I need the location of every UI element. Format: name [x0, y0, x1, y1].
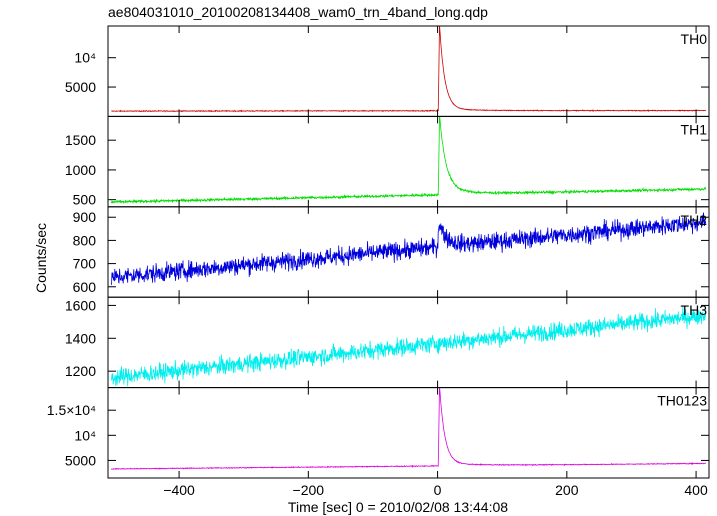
y-tick-label: 1500 — [65, 132, 96, 148]
y-tick-label: 10⁴ — [74, 427, 96, 443]
y-tick-label: 800 — [73, 232, 97, 248]
y-axis-label: Counts/sec — [33, 223, 49, 293]
y-tick-label: 1.5×10⁴ — [47, 402, 96, 418]
y-tick-label: 500 — [73, 192, 97, 208]
series-line-th0 — [111, 26, 707, 113]
series-line-th3 — [110, 305, 707, 387]
series-line-th1 — [110, 116, 707, 205]
panel-label-th1: TH1 — [681, 121, 708, 137]
panel-label-th3: TH3 — [681, 302, 708, 318]
panel-frame — [107, 25, 710, 117]
x-tick-label: −400 — [163, 482, 195, 498]
y-tick-label: 1000 — [65, 162, 96, 178]
y-tick-label: 10⁴ — [74, 50, 96, 66]
chart-title: ae804031010_20100208134408_wam0_trn_4ban… — [108, 4, 488, 20]
y-tick-label: 1400 — [65, 330, 96, 346]
panel-label-th0123: TH0123 — [657, 393, 707, 409]
panel-frame — [107, 387, 710, 479]
panel-label-th0: TH0 — [681, 31, 708, 47]
y-tick-label: 700 — [73, 256, 97, 272]
y-tick-label: 600 — [73, 279, 97, 295]
x-tick-label: 0 — [434, 482, 442, 498]
y-tick-label: 1200 — [65, 363, 96, 379]
x-axis-label: Time [sec] 0 = 2010/02/08 13:44:08 — [288, 499, 508, 515]
panel-label-th2: TH2 — [681, 212, 708, 228]
y-tick-label: 900 — [73, 209, 97, 225]
y-tick-label: 5000 — [65, 79, 96, 95]
panels: 5000 10⁴ TH0 500 1000 1500 TH1 600 700 800 900 TH2 1… — [47, 25, 710, 498]
x-tick-label: 200 — [555, 482, 579, 498]
panel-frame — [107, 115, 710, 208]
x-tick-label: 400 — [684, 482, 708, 498]
y-tick-label: 5000 — [65, 452, 96, 468]
y-tick-label: 1600 — [65, 297, 96, 313]
x-tick-label: −200 — [293, 482, 325, 498]
series-line-th2 — [110, 212, 707, 286]
series-line-th0123 — [110, 387, 707, 471]
